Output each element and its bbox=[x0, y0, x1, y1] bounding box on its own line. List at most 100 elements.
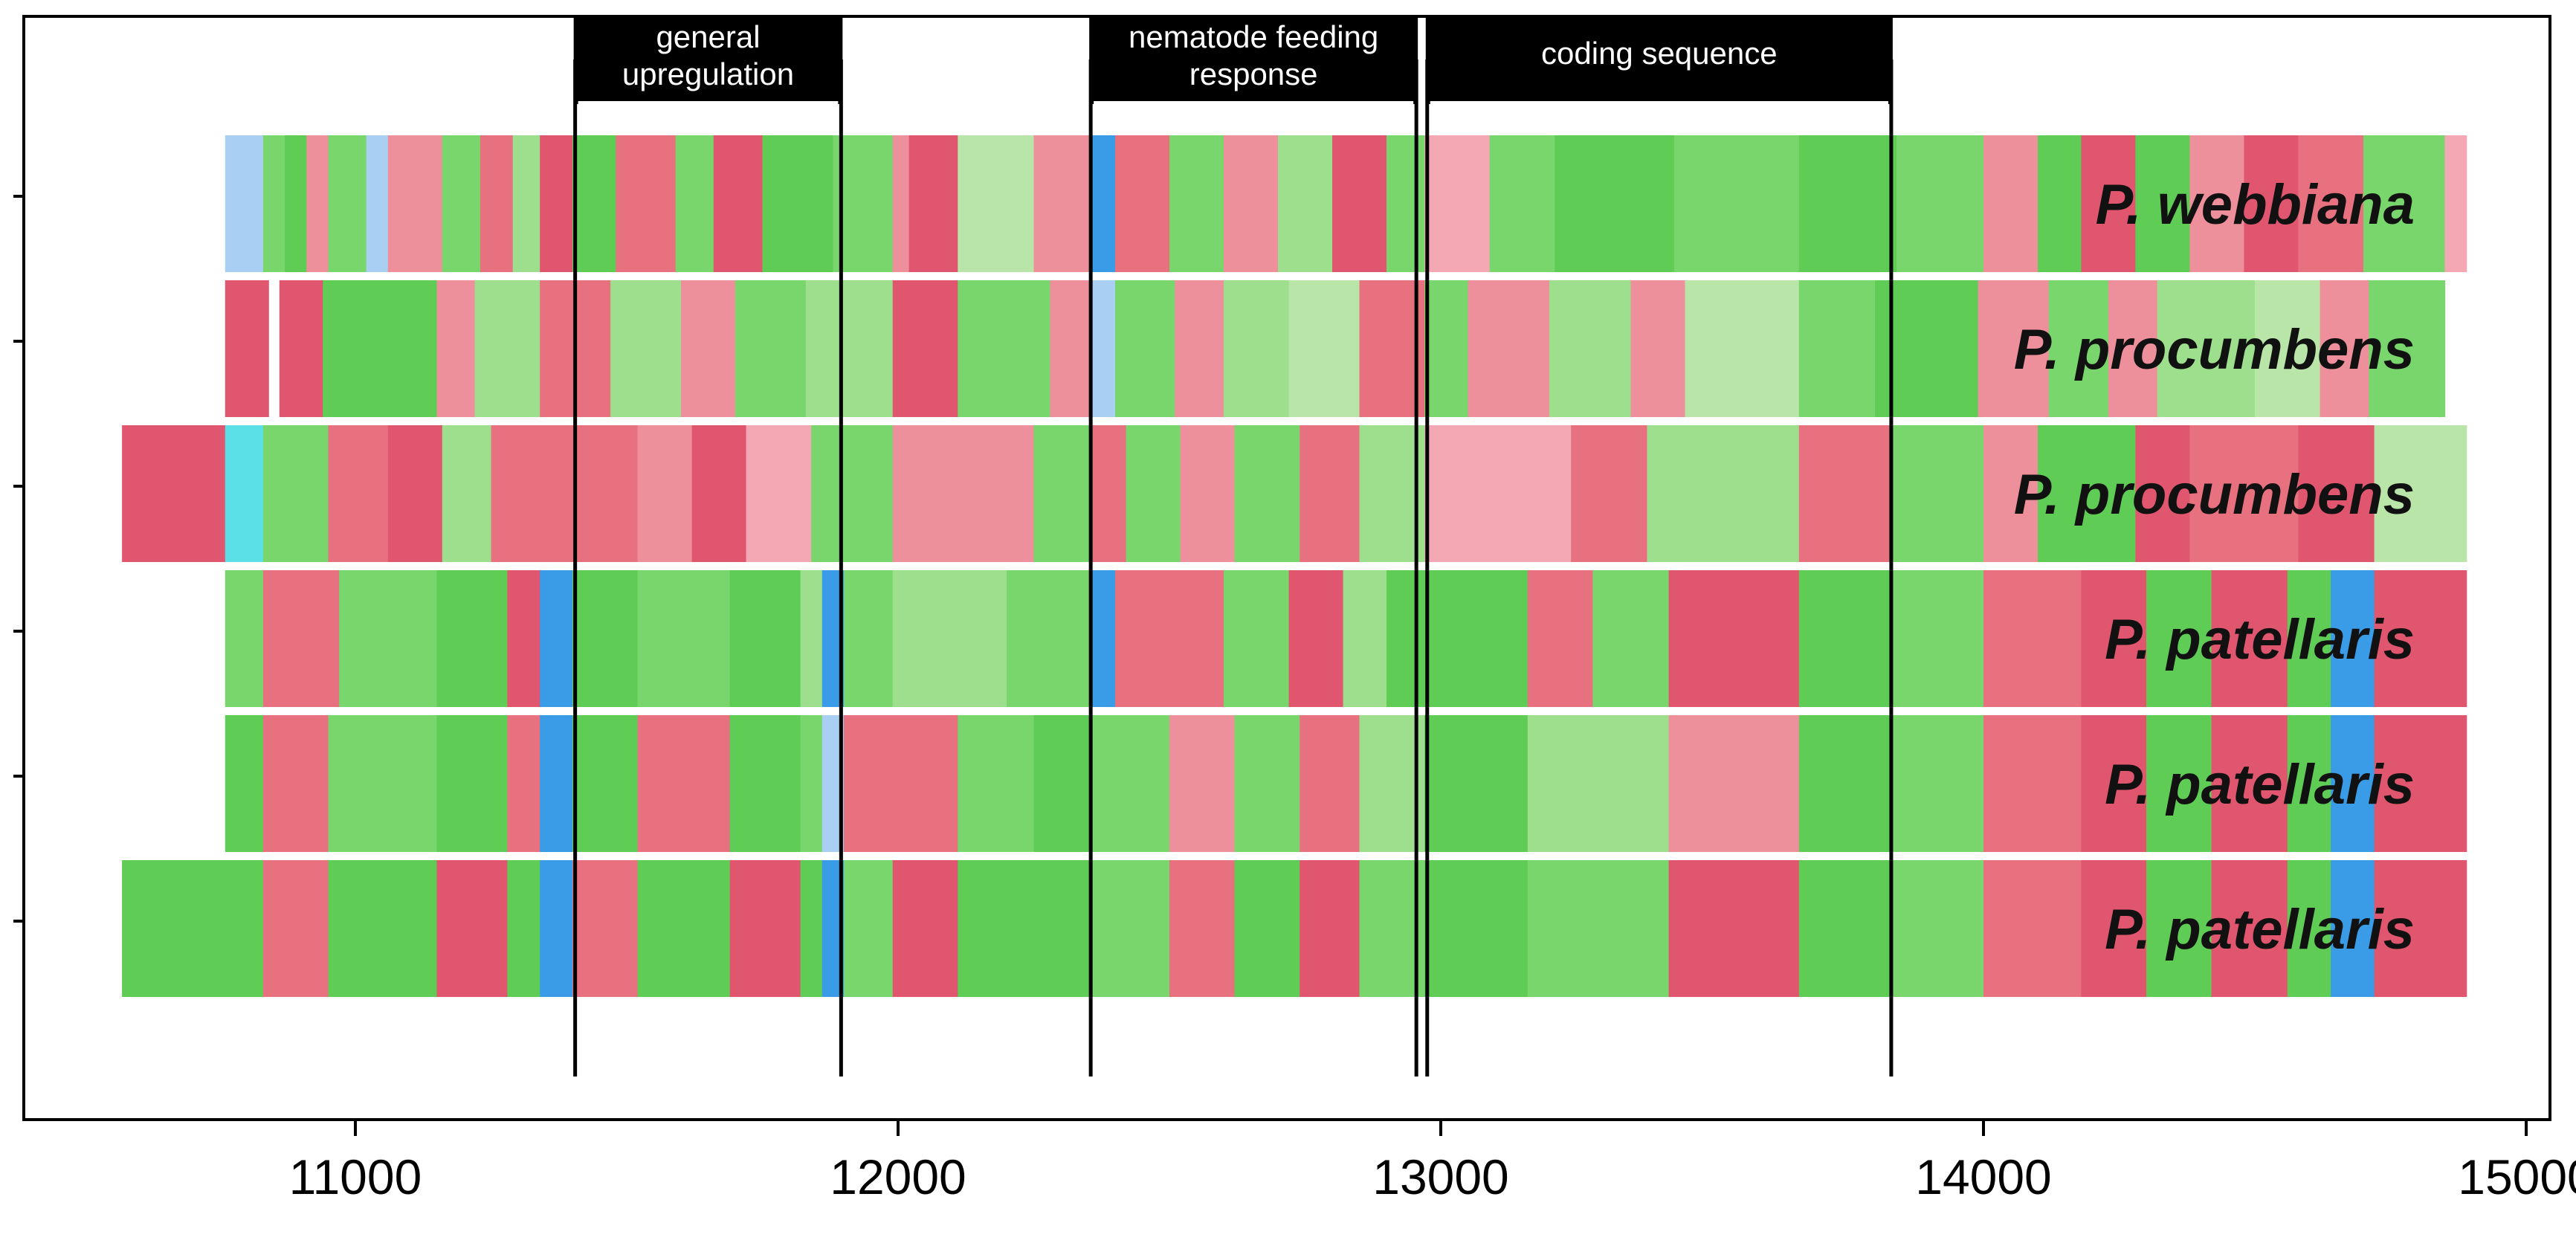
track-2-segment bbox=[1091, 280, 1116, 417]
track-5-segment bbox=[958, 715, 1035, 852]
track-6-segment bbox=[844, 860, 894, 997]
track-2-segment bbox=[1288, 280, 1360, 417]
track-5-segment bbox=[572, 715, 639, 852]
track-1-segment bbox=[1897, 135, 1984, 272]
track-5-segment bbox=[2081, 715, 2147, 852]
track-2-segment bbox=[1798, 280, 1876, 417]
track-5-segment bbox=[2331, 715, 2375, 852]
region-label: nematode feeding bbox=[1129, 19, 1378, 54]
track-1-segment bbox=[442, 135, 481, 272]
x-axis-tick-label: 15000 bbox=[2458, 1149, 2576, 1204]
track-label: P. procumbens bbox=[2014, 463, 2415, 526]
track-5-segment bbox=[2146, 715, 2212, 852]
track-1-segment bbox=[713, 135, 764, 272]
region-banner-underline bbox=[1430, 101, 1888, 107]
tracks-layer bbox=[122, 135, 2467, 997]
track-4-segment bbox=[339, 570, 438, 707]
track-1-segment bbox=[480, 135, 514, 272]
track-1-segment bbox=[1278, 135, 1333, 272]
track-4-segment bbox=[1115, 570, 1224, 707]
track-4-segment bbox=[572, 570, 639, 707]
track-1-segment bbox=[512, 135, 540, 272]
region-label: coding sequence bbox=[1541, 36, 1778, 71]
track-6-segment bbox=[1091, 860, 1170, 997]
track-1-segment bbox=[616, 135, 677, 272]
track-3-segment bbox=[892, 425, 1035, 562]
track-2-segment bbox=[2255, 280, 2321, 417]
track-3-segment bbox=[1798, 425, 1892, 562]
track-2-segment bbox=[1050, 280, 1091, 417]
track-4-segment bbox=[1343, 570, 1387, 707]
track-5-segment bbox=[729, 715, 801, 852]
region-label: response bbox=[1189, 57, 1318, 91]
track-3-segment bbox=[691, 425, 747, 562]
track-4 bbox=[225, 570, 2467, 707]
track-2-segment bbox=[1115, 280, 1175, 417]
track-3 bbox=[122, 425, 2467, 562]
track-1-segment bbox=[1169, 135, 1224, 272]
track-5-segment bbox=[328, 715, 438, 852]
track-3-segment bbox=[328, 425, 389, 562]
track-4-segment bbox=[1387, 570, 1425, 707]
track-5-segment bbox=[2374, 715, 2467, 852]
track-5-segment bbox=[1359, 715, 1425, 852]
track-4-segment bbox=[262, 570, 340, 707]
track-6-segment bbox=[1169, 860, 1236, 997]
track-6-segment bbox=[2287, 860, 2331, 997]
track-1-segment bbox=[540, 135, 573, 272]
region-banner-underline bbox=[578, 101, 839, 107]
track-1-segment bbox=[2298, 135, 2364, 272]
track-4-segment bbox=[225, 570, 264, 707]
track-6-segment bbox=[800, 860, 823, 997]
track-1 bbox=[225, 135, 2467, 272]
track-2-segment bbox=[958, 280, 1050, 417]
track-4-segment bbox=[2146, 570, 2212, 707]
track-3-segment bbox=[1300, 425, 1360, 562]
track-3-segment bbox=[1033, 425, 1091, 562]
region-banner bbox=[573, 16, 843, 104]
track-2-segment bbox=[1685, 280, 1800, 417]
track-3-segment bbox=[1571, 425, 1647, 562]
track-4-segment bbox=[800, 570, 823, 707]
track-5-segment bbox=[1169, 715, 1236, 852]
track-5-segment bbox=[1527, 715, 1670, 852]
track-4-segment bbox=[637, 570, 731, 707]
track-4-segment bbox=[2287, 570, 2331, 707]
track-1-segment bbox=[366, 135, 389, 272]
track-3-segment bbox=[1647, 425, 1800, 562]
track-2-segment bbox=[279, 280, 323, 417]
track-5-segment bbox=[225, 715, 264, 852]
track-1-segment bbox=[1424, 135, 1491, 272]
track-6-segment bbox=[637, 860, 731, 997]
track-3-segment bbox=[1891, 425, 1984, 562]
track-5-segment bbox=[1091, 715, 1170, 852]
track-5 bbox=[225, 715, 2467, 852]
track-3-segment bbox=[1234, 425, 1300, 562]
track-1-segment bbox=[1798, 135, 1897, 272]
track-4-segment bbox=[2331, 570, 2375, 707]
track-5-segment bbox=[1891, 715, 1984, 852]
track-4-segment bbox=[1891, 570, 1984, 707]
track-3-segment bbox=[225, 425, 264, 562]
track-4-segment bbox=[1424, 570, 1529, 707]
track-1-segment bbox=[1983, 135, 2038, 272]
track-4-segment bbox=[1798, 570, 1892, 707]
track-1-segment bbox=[2135, 135, 2190, 272]
track-2-segment bbox=[681, 280, 736, 417]
track-3-segment bbox=[1091, 425, 1127, 562]
track-6-segment bbox=[1983, 860, 2082, 997]
track-1-segment bbox=[675, 135, 714, 272]
x-axis-tick-label: 12000 bbox=[830, 1149, 966, 1204]
track-5-segment bbox=[2287, 715, 2331, 852]
x-axis-tick-label: 13000 bbox=[1372, 1149, 1509, 1204]
track-1-segment bbox=[2081, 135, 2136, 272]
track-6 bbox=[122, 860, 2467, 997]
track-2-segment bbox=[805, 280, 894, 417]
track-2-segment bbox=[1175, 280, 1224, 417]
track-5-segment bbox=[507, 715, 540, 852]
track-1-segment bbox=[2189, 135, 2244, 272]
track-5-segment bbox=[262, 715, 329, 852]
track-3-segment bbox=[572, 425, 639, 562]
track-4-segment bbox=[1224, 570, 1290, 707]
